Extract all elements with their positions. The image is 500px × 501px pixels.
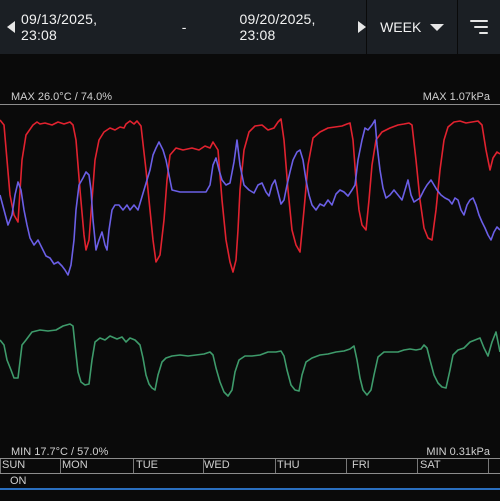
- menu-icon-line: [479, 32, 489, 34]
- divider: [457, 0, 459, 54]
- max-line: [0, 104, 500, 105]
- status-row: ON: [0, 474, 500, 488]
- day-tick: [203, 459, 204, 473]
- sort-menu-button[interactable]: [458, 0, 500, 54]
- menu-icon-line: [474, 26, 489, 28]
- day-label-mon: MON: [62, 459, 88, 471]
- humidity-line: [0, 119, 500, 276]
- max-vpd-label: MAX 1.07kPa: [422, 91, 490, 103]
- date-range: 09/13/2025, 23:08 - 09/20/2025, 23:08: [0, 0, 367, 54]
- day-tick: [488, 459, 489, 473]
- status-label: ON: [10, 475, 27, 487]
- end-date[interactable]: 09/20/2025, 23:08: [239, 11, 316, 43]
- status-bar: [0, 488, 500, 490]
- day-tick: [417, 459, 418, 473]
- day-tick: [346, 459, 347, 473]
- top-bar: 09/13/2025, 23:08 - 09/20/2025, 23:08 WE…: [0, 0, 500, 54]
- day-label-sat: SAT: [420, 459, 441, 471]
- divider: [366, 0, 368, 54]
- day-tick: [0, 459, 1, 473]
- min-line: [0, 458, 500, 459]
- chevron-down-icon: [430, 23, 445, 31]
- history-chart: [0, 118, 500, 397]
- min-temp-humidity-label: MIN 17.7°C / 57.0%: [11, 446, 109, 458]
- day-label-wed: WED: [204, 459, 230, 471]
- start-date[interactable]: 09/13/2025, 23:08: [21, 11, 98, 43]
- day-tick: [275, 459, 276, 473]
- day-label-sun: SUN: [2, 459, 26, 471]
- max-temp-humidity-label: MAX 26.0°C / 74.0%: [11, 91, 113, 103]
- day-axis-line: [0, 473, 500, 474]
- period-dropdown[interactable]: WEEK: [367, 0, 457, 54]
- temperature-line: [0, 118, 500, 273]
- vpd-line: [0, 323, 500, 397]
- period-label: WEEK: [380, 19, 422, 35]
- previous-arrow-icon[interactable]: [7, 21, 15, 33]
- day-label-fri: FRI: [352, 459, 370, 471]
- next-arrow-icon[interactable]: [358, 21, 367, 33]
- date-separator: -: [181, 19, 187, 35]
- day-axis: SUN MON TUE WED THU FRI SAT: [0, 459, 500, 473]
- day-label-thu: THU: [277, 459, 300, 471]
- menu-icon-line: [470, 20, 489, 22]
- day-tick: [60, 459, 61, 473]
- day-tick: [133, 459, 134, 473]
- day-label-tue: TUE: [136, 459, 158, 471]
- min-vpd-label: MIN 0.31kPa: [426, 446, 490, 458]
